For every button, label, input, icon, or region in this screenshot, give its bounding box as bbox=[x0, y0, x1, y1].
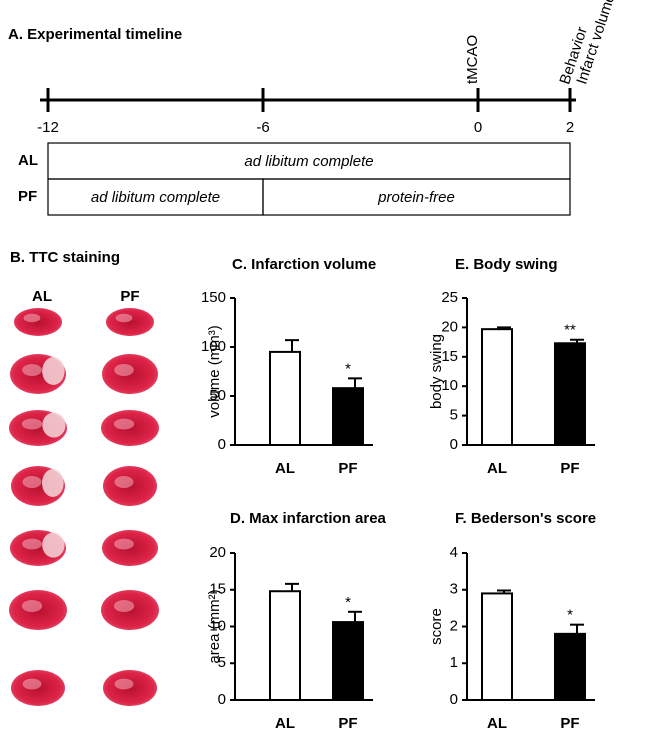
brain-slice-highlight bbox=[114, 364, 134, 376]
bar bbox=[481, 328, 513, 446]
y-axis-label: body swing bbox=[428, 334, 445, 409]
brain-slice-highlight bbox=[22, 538, 42, 550]
brain-slice bbox=[14, 308, 62, 336]
brain-slice-highlight bbox=[113, 600, 135, 612]
timeline-title: A. Experimental timeline bbox=[8, 26, 182, 43]
significance: * bbox=[345, 594, 351, 611]
y-axis-label: area (mm²) bbox=[206, 589, 223, 663]
segment-label: ad libitum complete bbox=[91, 189, 220, 206]
infarct bbox=[42, 532, 65, 558]
y-tick-label: 10 bbox=[441, 377, 458, 394]
ttc-slices bbox=[9, 308, 159, 706]
y-tick-label: 3 bbox=[450, 581, 458, 598]
x-tick-label: PF bbox=[560, 460, 579, 477]
y-axis-label: volume (mm³) bbox=[206, 325, 223, 418]
significance: ** bbox=[564, 322, 576, 339]
bar bbox=[269, 590, 301, 701]
brain-slice-highlight bbox=[21, 418, 43, 430]
bar bbox=[332, 621, 364, 702]
y-tick-label: 1 bbox=[450, 654, 458, 671]
brain-slice-highlight bbox=[115, 313, 133, 323]
y-tick-label: 2 bbox=[450, 617, 458, 634]
y-tick-label: 20 bbox=[209, 544, 226, 561]
timeline-tick-label: 0 bbox=[474, 119, 482, 136]
bar bbox=[554, 632, 586, 701]
chart-title: D. Max infarction area bbox=[230, 510, 387, 527]
brain-slice-highlight bbox=[114, 678, 134, 690]
infarct bbox=[42, 412, 66, 438]
brain-slice-highlight bbox=[22, 678, 42, 690]
y-tick-label: 0 bbox=[450, 436, 458, 453]
y-tick-label: 0 bbox=[450, 691, 458, 708]
ttc-title: B. TTC staining bbox=[10, 249, 120, 266]
y-tick-label: 0 bbox=[218, 436, 226, 453]
timeline-segment bbox=[262, 178, 571, 216]
y-tick-label: 15 bbox=[441, 348, 458, 365]
chart-title: C. Infarction volume bbox=[232, 256, 376, 273]
timeline-tick-label: 2 bbox=[566, 119, 574, 136]
ttc-column: PF bbox=[120, 288, 139, 305]
bar bbox=[481, 592, 513, 701]
significance: * bbox=[345, 360, 351, 377]
brain-slice-highlight bbox=[21, 600, 43, 612]
brain-slice-highlight bbox=[23, 313, 41, 323]
x-tick-label: AL bbox=[275, 460, 295, 477]
y-tick-label: 0 bbox=[218, 691, 226, 708]
brain-slice-highlight bbox=[22, 364, 42, 376]
y-tick-label: 5 bbox=[450, 407, 458, 424]
x-tick-label: PF bbox=[338, 460, 357, 477]
brain-slice-highlight bbox=[113, 418, 135, 430]
y-tick-label: 50 bbox=[209, 387, 226, 404]
y-tick-label: 150 bbox=[201, 289, 226, 306]
y-tick-label: 25 bbox=[441, 289, 458, 306]
segment-label: ad libitum complete bbox=[244, 153, 373, 170]
ttc-column: AL bbox=[32, 288, 52, 305]
segment-label: protein-free bbox=[377, 189, 455, 206]
brain-slice-highlight bbox=[114, 476, 134, 488]
y-axis-label: score bbox=[428, 608, 445, 645]
event-label: tMCAO bbox=[464, 35, 481, 84]
row-label: PF bbox=[18, 188, 37, 205]
x-tick-label: AL bbox=[275, 715, 295, 732]
brain-slice-highlight bbox=[114, 538, 134, 550]
x-tick-label: PF bbox=[338, 715, 357, 732]
infarct bbox=[42, 469, 64, 497]
x-tick-label: AL bbox=[487, 460, 507, 477]
row-label: AL bbox=[18, 152, 38, 169]
y-tick-label: 10 bbox=[209, 617, 226, 634]
brain-slice bbox=[106, 308, 154, 336]
y-tick-label: 20 bbox=[441, 318, 458, 335]
y-tick-label: 100 bbox=[201, 338, 226, 355]
x-tick-label: AL bbox=[487, 715, 507, 732]
y-tick-label: 4 bbox=[450, 544, 458, 561]
infarct bbox=[42, 357, 65, 385]
chart-title: E. Body swing bbox=[455, 256, 558, 273]
bar bbox=[554, 342, 586, 446]
timeline-tick-label: -6 bbox=[256, 119, 269, 136]
timeline-tick-label: -12 bbox=[37, 119, 59, 136]
brain-slice-highlight bbox=[22, 476, 42, 488]
y-tick-label: 15 bbox=[209, 581, 226, 598]
significance: * bbox=[567, 607, 573, 624]
bar bbox=[269, 350, 301, 446]
bar bbox=[332, 387, 364, 447]
y-tick-label: 5 bbox=[218, 654, 226, 671]
chart-title: F. Bederson's score bbox=[455, 510, 596, 527]
x-tick-label: PF bbox=[560, 715, 579, 732]
